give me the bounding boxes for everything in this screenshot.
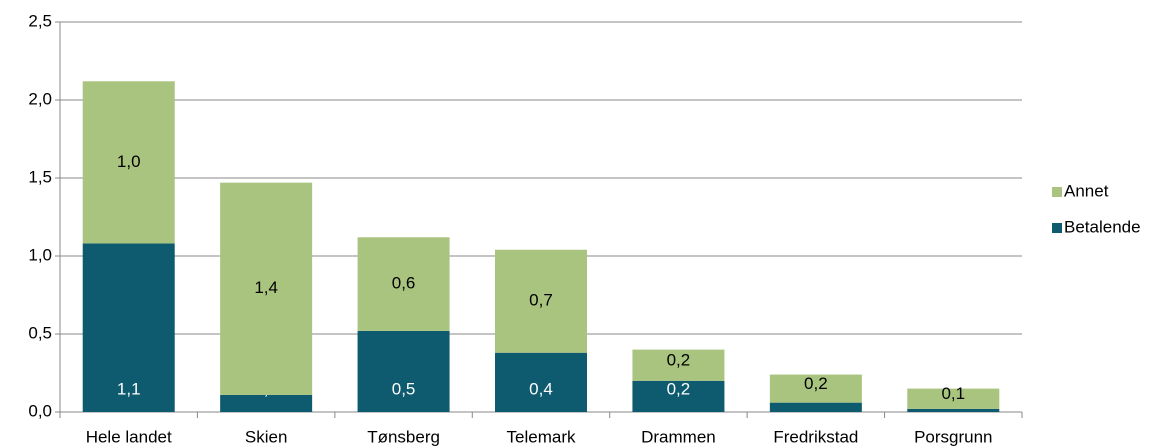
legend-swatch [1052,187,1062,197]
data-label: 1,4 [254,278,278,297]
bar-segment [495,352,587,412]
bar-segment [357,237,450,331]
bar-segment [769,402,862,412]
y-tick-label: 1,0 [28,245,52,264]
legend-label: Annet [1064,181,1109,200]
bar-segment [632,380,725,412]
data-label: 0,2 [804,374,828,393]
bar-segment [82,243,175,412]
y-tick-label: 2,0 [28,89,52,108]
data-label: 0,2 [667,379,691,398]
bar-segment [632,349,725,381]
data-label: 0,7 [529,291,553,310]
bar-segment [220,394,313,412]
bar-segment [769,374,862,403]
bar-segment [82,81,175,244]
bar-segment [907,388,1000,409]
data-label: 0,1 [941,384,965,403]
x-tick-label: Telemark [507,427,576,446]
data-label: 0,4 [529,379,553,398]
data-label: 0,5 [392,379,416,398]
bar-segment [357,330,450,412]
legend-swatch [1052,223,1062,233]
bar-segment [907,408,1000,412]
y-tick-label: 2,5 [28,11,52,30]
data-label: 1,0 [117,152,141,171]
x-tick-label: Hele landet [86,427,172,446]
data-label: 0,2 [667,351,691,370]
legend-label: Betalende [1064,217,1141,236]
y-tick-label: 0,0 [28,401,52,420]
x-tick-label: Fredrikstad [773,427,858,446]
data-label: 0,6 [392,274,416,293]
y-tick-label: 0,5 [28,323,52,342]
x-tick-label: Tønsberg [367,427,440,446]
y-tick-label: 1,5 [28,167,52,186]
x-tick-label: Porsgrunn [914,427,992,446]
bar-segment [220,182,313,395]
data-label: 1,1 [117,379,141,398]
x-tick-label: Drammen [641,427,716,446]
x-tick-label: Skien [245,427,288,446]
bar-segment [495,249,587,353]
